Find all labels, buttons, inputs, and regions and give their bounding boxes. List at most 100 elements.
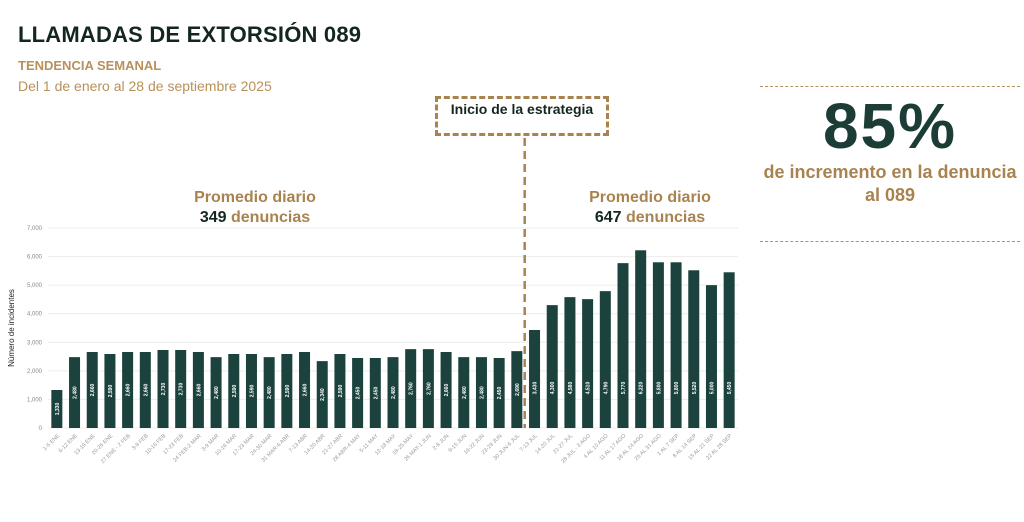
bar-value-label: 2,660 (444, 384, 450, 397)
bar (316, 361, 328, 428)
bar (122, 352, 134, 428)
bar (723, 272, 735, 428)
y-tick-label: 6,000 (27, 255, 43, 261)
bar-value-label: 4,300 (550, 382, 556, 395)
bar (352, 358, 364, 428)
bar-value-label: 2,660 (90, 384, 96, 397)
bar-value-label: 3,430 (533, 382, 539, 395)
bar-value-label: 2,480 (73, 386, 79, 399)
kpi-panel: 85% de incremento en la denuncia al 089 (760, 86, 1020, 242)
bar (263, 357, 275, 428)
y-tick-label: 2,000 (27, 369, 43, 375)
bar-value-label: 2,590 (338, 385, 344, 398)
subtitle: TENDENCIA SEMANAL (18, 58, 162, 73)
strategy-start-box: Inicio de la estrategia (435, 96, 609, 136)
bar (369, 358, 381, 428)
bar-value-label: 2,660 (196, 384, 202, 397)
bar-value-label: 2,660 (303, 384, 309, 397)
average-before-value: 349 (199, 209, 227, 226)
bar (69, 357, 81, 428)
average-before-unit: denuncias (231, 209, 311, 226)
bar (440, 352, 452, 428)
bar-value-label: 5,520 (692, 382, 698, 395)
bar (387, 357, 399, 428)
bar-value-label: 5,450 (727, 382, 733, 395)
bar-value-label: 2,660 (126, 384, 132, 397)
bar (511, 351, 523, 428)
y-tick-label: 4,000 (27, 312, 43, 318)
bar-value-label: 4,510 (586, 382, 592, 395)
y-tick-label: 0 (39, 426, 43, 432)
bar-value-label: 2,480 (391, 386, 397, 399)
bar-value-label: 1,330 (55, 403, 61, 416)
bar-value-label: 2,590 (108, 385, 114, 398)
bar-value-label: 2,590 (249, 385, 255, 398)
bar-value-label: 2,660 (143, 384, 149, 397)
bar-value-label: 4,790 (603, 382, 609, 395)
bar-value-label: 2,480 (479, 386, 485, 399)
bar (493, 358, 505, 428)
y-tick-label: 3,000 (27, 340, 43, 346)
bar (529, 330, 541, 428)
bar (458, 357, 470, 428)
average-after-unit: denuncias (626, 209, 706, 226)
bar-value-label: 2,450 (356, 387, 362, 400)
bar (334, 354, 346, 428)
bar (86, 352, 98, 428)
kpi-text: de incremento en la denuncia al 089 (763, 162, 1017, 205)
bar-value-label: 2,730 (179, 383, 185, 396)
bar (475, 357, 487, 428)
bar (175, 350, 187, 428)
bar (299, 352, 311, 428)
average-before-label: Promedio diario (194, 189, 316, 206)
bar (139, 352, 151, 428)
y-tick-label: 1,000 (27, 397, 43, 403)
bar-value-label: 4,580 (568, 382, 574, 395)
average-after-value: 647 (594, 209, 622, 226)
bar (51, 390, 63, 428)
bar (564, 297, 576, 428)
bar-value-label: 5,800 (656, 382, 662, 395)
bar (705, 285, 717, 428)
bar (617, 263, 629, 428)
bar-value-label: 2,480 (214, 386, 220, 399)
bar-value-label: 2,760 (409, 382, 415, 395)
bar (635, 250, 647, 428)
bar-value-label: 2,340 (320, 388, 326, 401)
bar (192, 352, 204, 428)
bar (210, 357, 222, 428)
kpi-value: 85% (822, 90, 958, 162)
bar (245, 354, 257, 428)
bar (157, 350, 169, 428)
bar (405, 349, 417, 428)
y-tick-label: 5,000 (27, 283, 43, 289)
bar (422, 349, 434, 428)
bar-value-label: 2,480 (267, 386, 273, 399)
average-after: Promedio diario 647 denuncias (565, 188, 735, 228)
bar-value-label: 2,730 (161, 383, 167, 396)
bar (281, 354, 293, 428)
bar-value-label: 5,770 (621, 382, 627, 395)
bar-value-label: 2,450 (497, 387, 503, 400)
y-tick-label: 7,000 (27, 226, 43, 232)
average-before: Promedio diario 349 denuncias (170, 188, 340, 228)
bar (670, 262, 682, 428)
bar (546, 305, 558, 428)
bar-value-label: 2,590 (232, 385, 238, 398)
bar-value-label: 2,690 (515, 383, 521, 396)
bar (652, 262, 664, 428)
date-range: Del 1 de enero al 28 de septiembre 2025 (18, 78, 272, 94)
bar-value-label: 5,800 (674, 382, 680, 395)
page-title: LLAMADAS DE EXTORSIÓN 089 (18, 22, 362, 47)
bar (599, 291, 611, 428)
y-axis-label: Número de incidentes (7, 289, 16, 367)
bar (104, 354, 116, 428)
bar-value-label: 5,000 (709, 382, 715, 395)
bar (228, 354, 240, 428)
average-after-label: Promedio diario (589, 189, 711, 206)
bar (688, 270, 700, 428)
bar-value-label: 2,590 (285, 385, 291, 398)
bar-value-label: 2,480 (462, 386, 468, 399)
bar-value-label: 2,760 (426, 382, 432, 395)
